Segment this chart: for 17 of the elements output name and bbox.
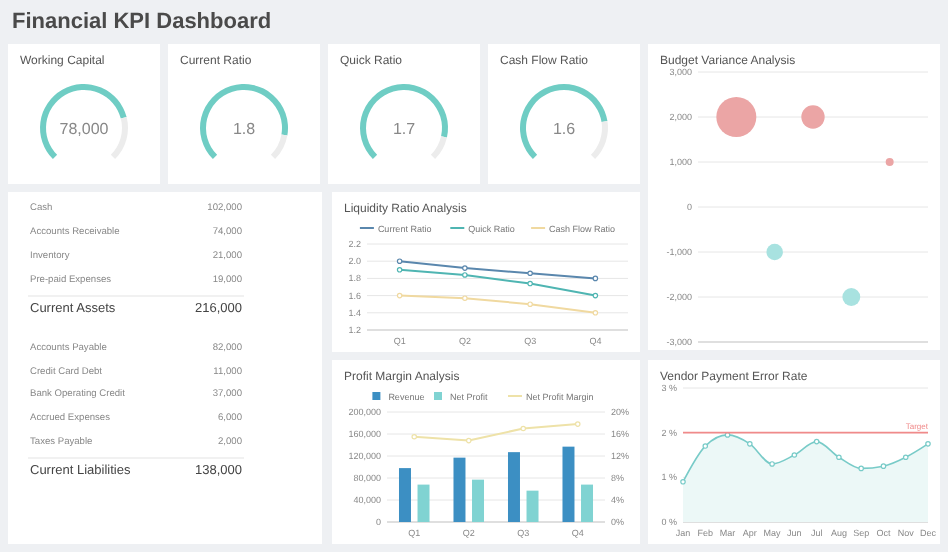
text: 1.8 [232, 120, 257, 138]
line-series [396, 292, 599, 316]
line-series [396, 258, 599, 282]
bar [581, 484, 594, 522]
text: 78,000 [59, 120, 110, 138]
text: 1.7 [392, 120, 417, 138]
text: Financial KPI Dashboard [12, 10, 272, 34]
bar [526, 490, 539, 522]
bar [453, 457, 466, 522]
text: 1.6 [552, 120, 577, 138]
bar [562, 446, 575, 522]
bar [472, 479, 485, 522]
bar [398, 468, 411, 522]
bar [507, 452, 520, 522]
bar [417, 484, 430, 522]
line-series [396, 267, 599, 299]
line-series [411, 421, 581, 444]
